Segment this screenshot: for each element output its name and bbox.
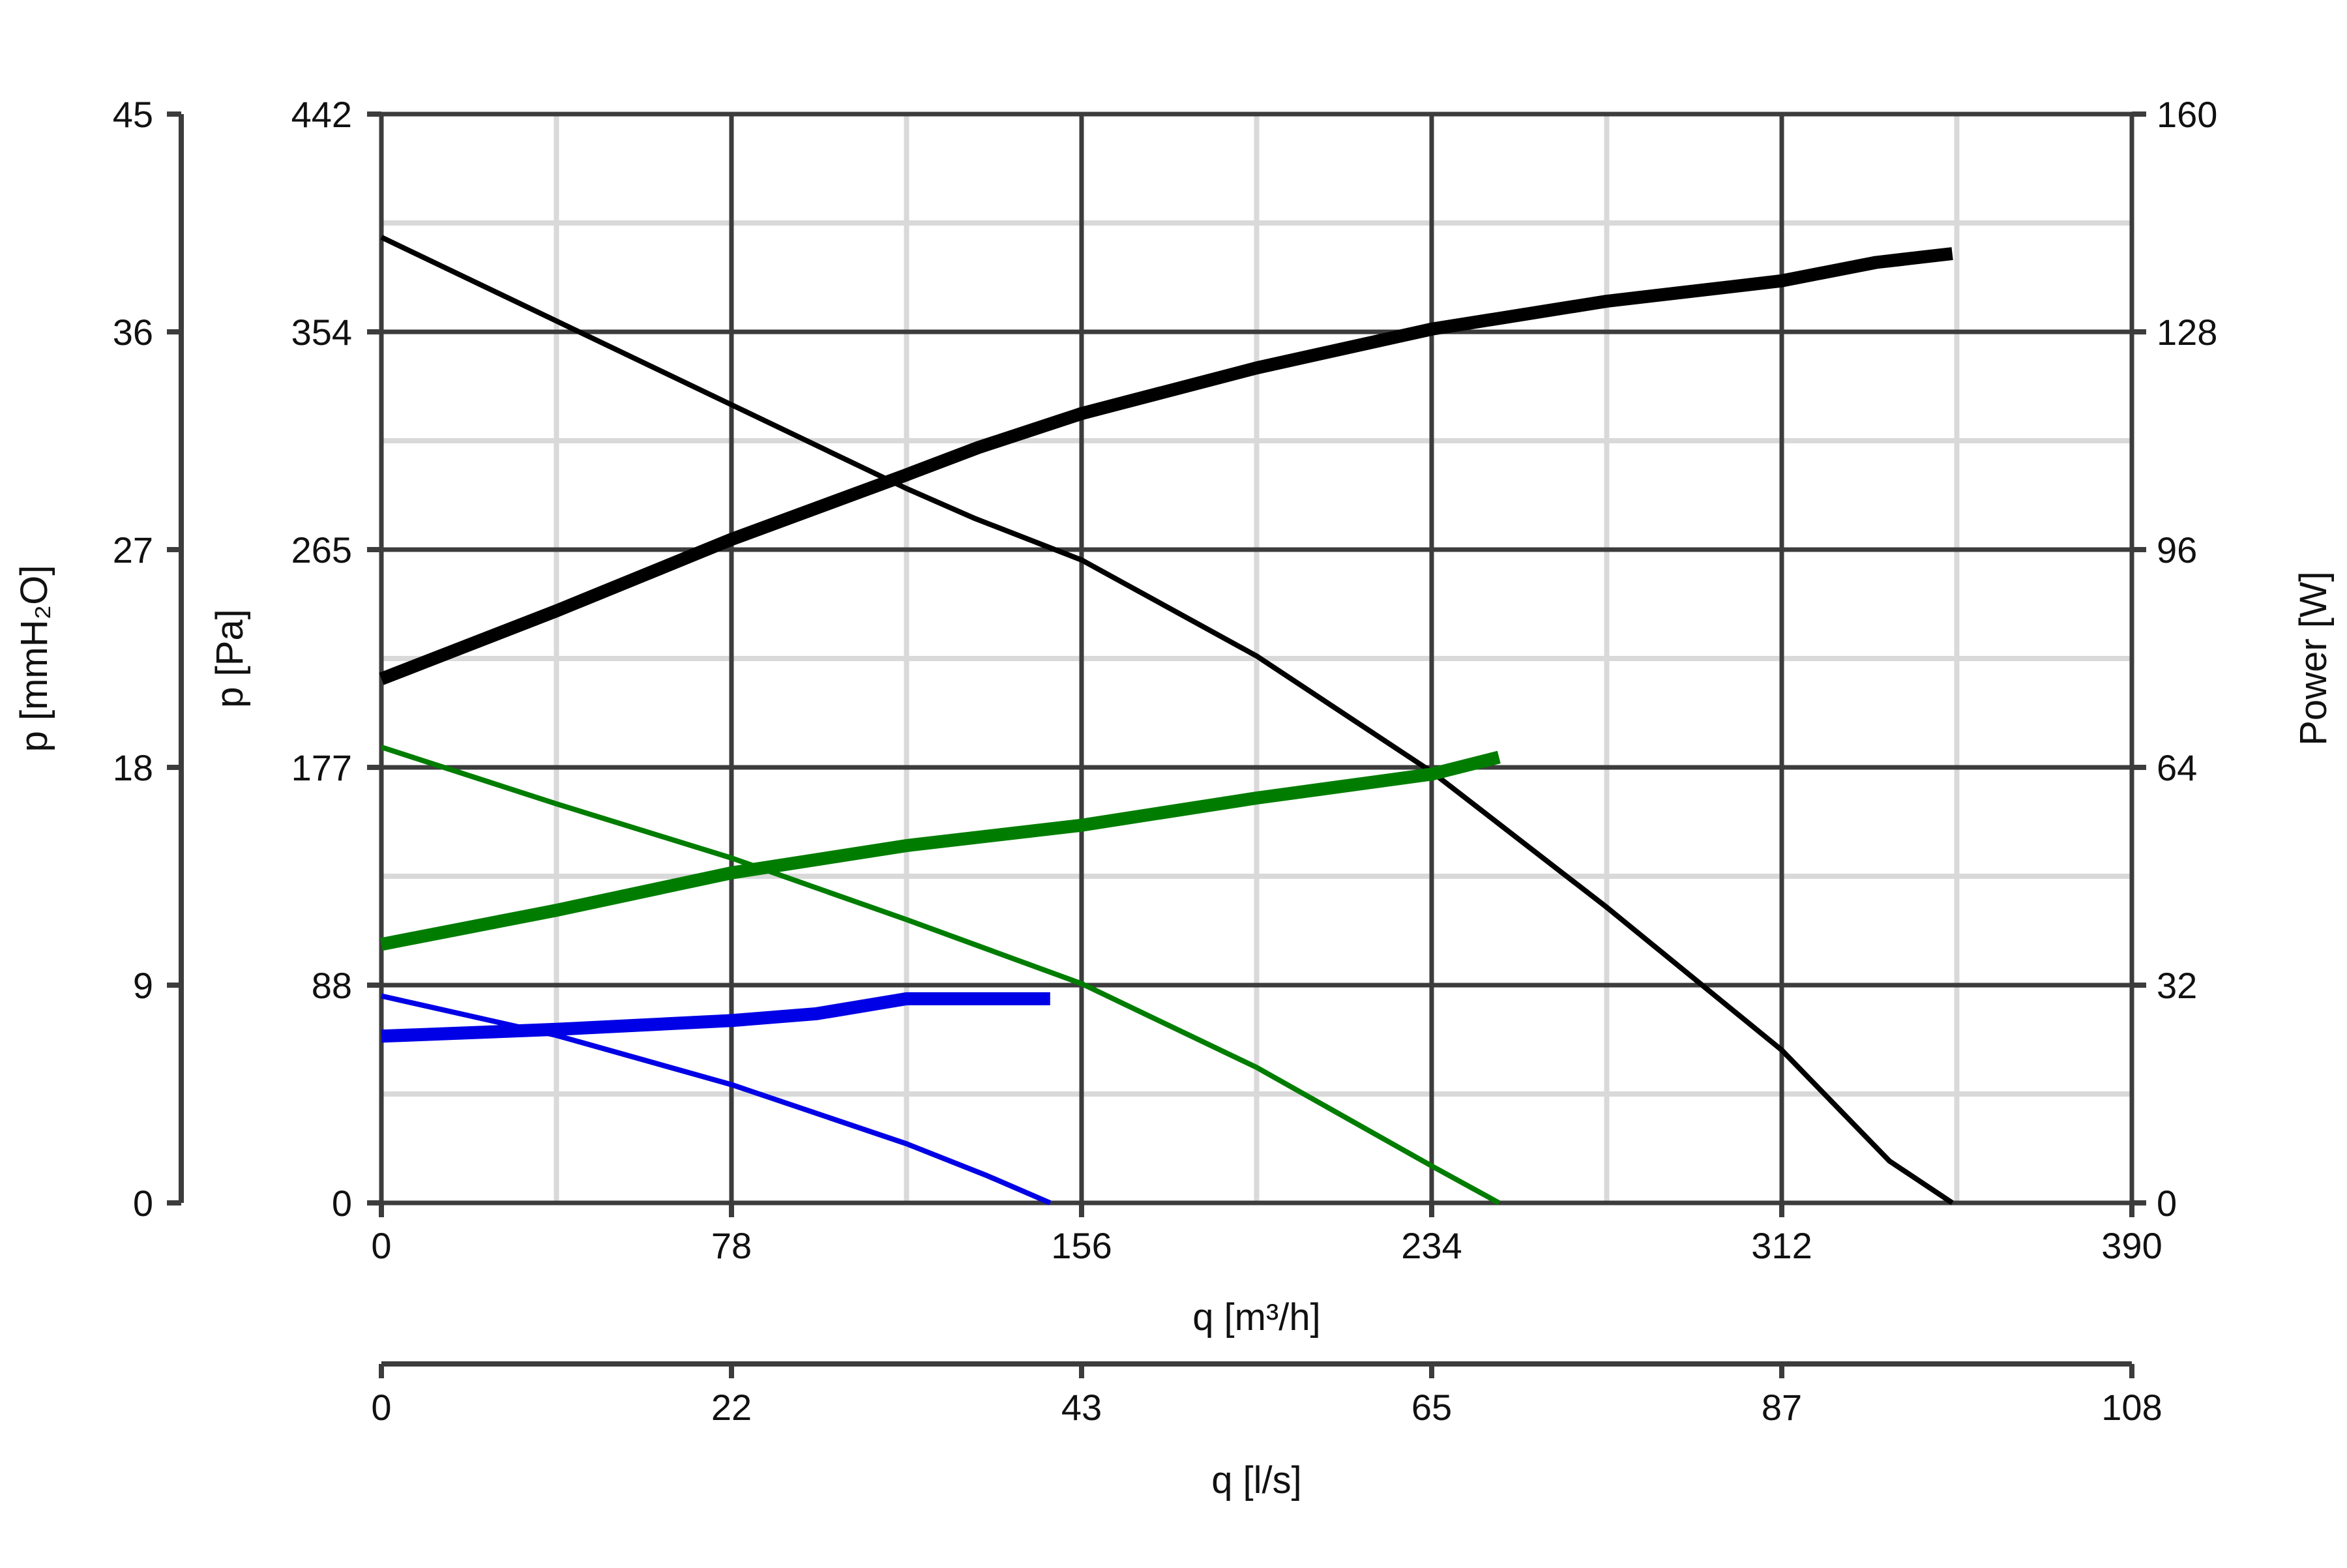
ls-tick-label: 65 <box>1411 1387 1452 1428</box>
pa-tick-label: 265 <box>291 529 352 570</box>
pa-tick-label: 442 <box>291 94 352 135</box>
mmh2o-tick-label: 9 <box>133 965 153 1006</box>
blue-power-curve <box>381 992 1050 1043</box>
m3h-tick-label: 78 <box>711 1225 752 1266</box>
y-axis-title-pa: p [Pa] <box>209 609 251 708</box>
ls-tick-label: 0 <box>371 1387 391 1428</box>
ls-tick-label: 43 <box>1061 1387 1102 1428</box>
m3h-tick-label: 234 <box>1401 1225 1462 1266</box>
power-tick-label: 64 <box>2157 747 2197 788</box>
pa-tick-label: 88 <box>312 965 352 1006</box>
y-axis-title-power: Power [W] <box>2292 571 2335 746</box>
power-tick-label: 0 <box>2157 1183 2177 1224</box>
m3h-tick-label: 390 <box>2101 1225 2162 1266</box>
mmh2o-tick-label: 18 <box>113 747 153 788</box>
axes-layer <box>167 111 2146 1378</box>
green-power-curve <box>380 750 1501 951</box>
pa-tick-label: 0 <box>332 1183 352 1224</box>
power-tick-label: 32 <box>2157 965 2197 1006</box>
black-pressure-curve <box>380 235 1954 1206</box>
m3h-tick-label: 0 <box>371 1225 391 1266</box>
ls-tick-label: 22 <box>711 1387 752 1428</box>
ls-tick-label: 87 <box>1762 1387 1802 1428</box>
ls-tick-label: 108 <box>2101 1387 2162 1428</box>
black-power-curve <box>379 247 1953 685</box>
series-layer <box>379 235 1954 1206</box>
y-axis-title-mmh2o: p [mmH₂O] <box>13 565 55 752</box>
mmh2o-tick-label: 36 <box>113 312 153 353</box>
m3h-tick-label: 312 <box>1751 1225 1812 1266</box>
power-tick-label: 160 <box>2157 94 2217 135</box>
pa-tick-label: 177 <box>291 747 352 788</box>
power-tick-label: 96 <box>2157 529 2197 570</box>
mmh2o-tick-label: 45 <box>113 94 153 135</box>
x-axis-title-ls: q [l/s] <box>1211 1459 1302 1501</box>
mmh2o-tick-label: 27 <box>113 529 153 570</box>
x-axis-title-m3h: q [m³/h] <box>1192 1296 1321 1339</box>
power-tick-label: 128 <box>2157 312 2217 353</box>
green-pressure-curve <box>380 745 1501 1206</box>
labels-layer: q [m³/h] q [l/s] p [mmH₂O] p [Pa] Power … <box>13 94 2335 1501</box>
m3h-tick-label: 156 <box>1051 1225 1112 1266</box>
pa-tick-label: 354 <box>291 312 352 353</box>
mmh2o-tick-label: 0 <box>133 1183 153 1224</box>
